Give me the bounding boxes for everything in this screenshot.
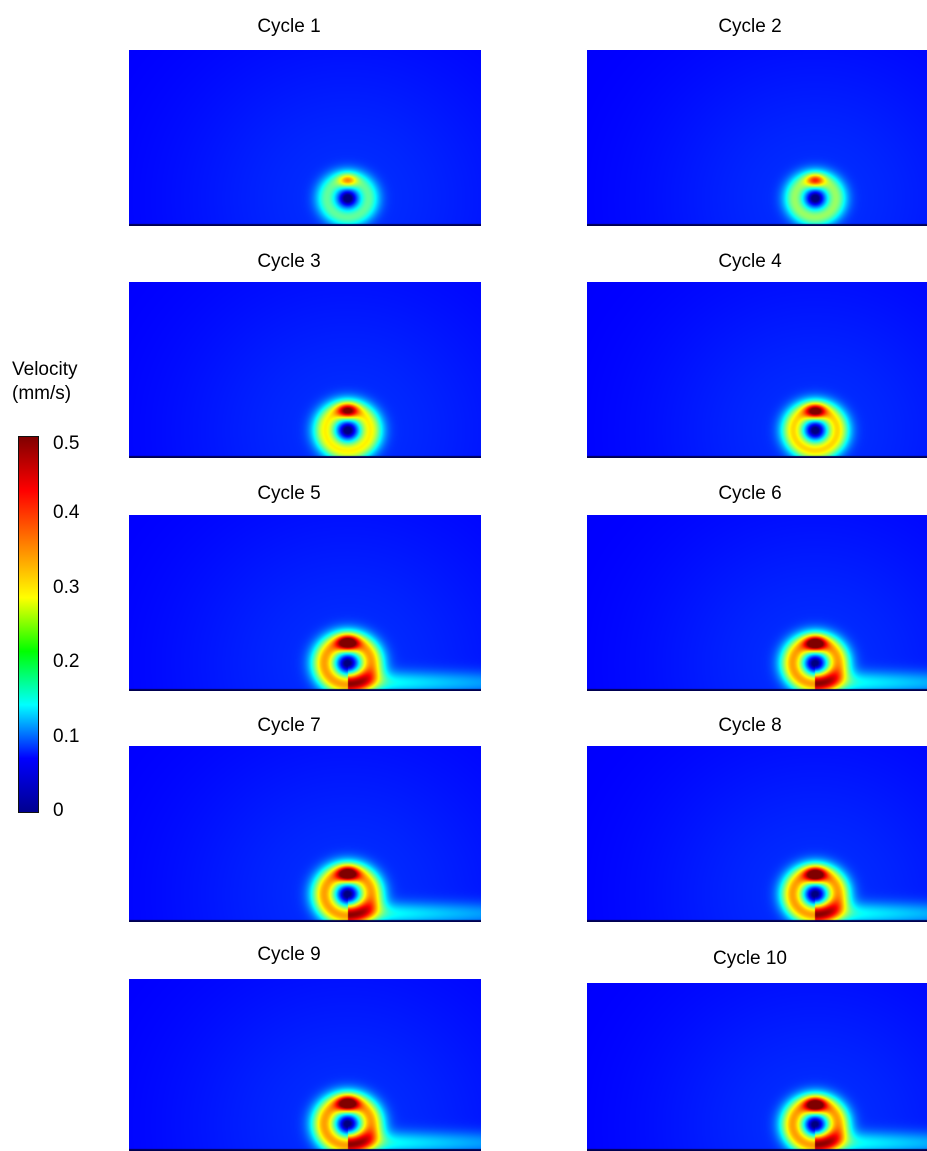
colorbar-tick-0.1: 0.1: [53, 726, 80, 747]
velocity-field-cycle-7: [129, 746, 481, 922]
velocity-field-cycle-9: [129, 979, 481, 1151]
colorbar: [18, 436, 39, 813]
colorbar-title: Velocity (mm/s): [12, 358, 77, 406]
velocity-field-cycle-5: [129, 515, 481, 691]
panel-title-cycle-1: Cycle 1: [257, 16, 321, 37]
panel-title-cycle-4: Cycle 4: [718, 251, 782, 272]
panel-title-cycle-8: Cycle 8: [718, 715, 782, 736]
panel-title-cycle-5: Cycle 5: [257, 483, 321, 504]
velocity-field-cycle-4: [587, 282, 927, 458]
velocity-field-cycle-8: [587, 746, 927, 922]
panel-title-cycle-2: Cycle 2: [718, 16, 782, 37]
colorbar-tick-0.4: 0.4: [53, 502, 80, 523]
panel-title-cycle-10: Cycle 10: [713, 948, 787, 969]
colorbar-tick-0.3: 0.3: [53, 577, 80, 598]
velocity-field-cycle-3: [129, 282, 481, 458]
velocity-field-cycle-6: [587, 515, 927, 691]
colorbar-tick-0.5: 0.5: [53, 433, 80, 454]
colorbar-title-line2: (mm/s): [12, 383, 72, 404]
velocity-field-cycle-1: [129, 50, 481, 226]
panel-title-cycle-9: Cycle 9: [257, 944, 321, 965]
velocity-field-cycle-10: [587, 983, 927, 1151]
colorbar-tick-0.2: 0.2: [53, 651, 80, 672]
panel-title-cycle-6: Cycle 6: [718, 483, 782, 504]
colorbar-tick-0: 0: [53, 800, 64, 821]
colorbar-title-line1: Velocity: [12, 359, 78, 380]
panel-title-cycle-7: Cycle 7: [257, 715, 321, 736]
panel-title-cycle-3: Cycle 3: [257, 251, 321, 272]
velocity-field-cycle-2: [587, 50, 927, 226]
